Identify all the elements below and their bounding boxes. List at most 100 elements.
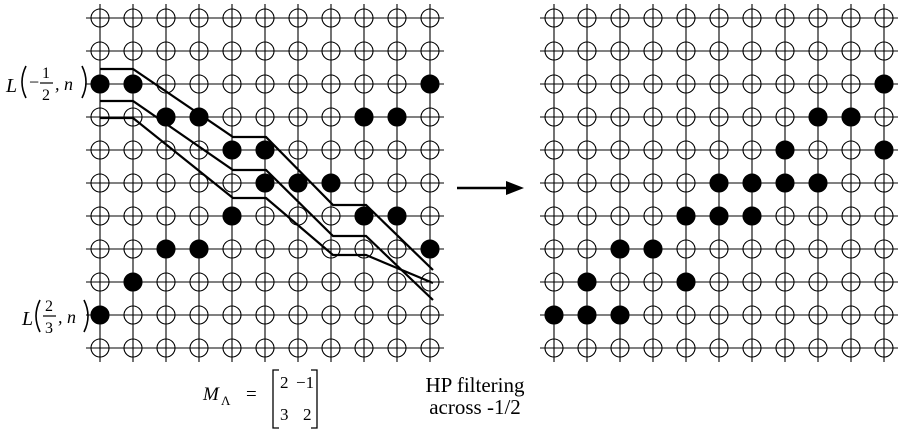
right-open-node bbox=[709, 74, 729, 94]
left-filled-node bbox=[156, 239, 176, 259]
left-open-node bbox=[255, 272, 275, 292]
right-open-node bbox=[775, 272, 795, 292]
left-open-node bbox=[255, 338, 275, 358]
right-open-node bbox=[643, 41, 663, 61]
left-open-node bbox=[420, 206, 440, 226]
left-open-node bbox=[288, 41, 308, 61]
right-lattice bbox=[540, 4, 898, 362]
svg-text:2: 2 bbox=[280, 373, 289, 392]
right-open-node bbox=[742, 74, 762, 94]
left-filled-node bbox=[288, 173, 308, 193]
left-open-node bbox=[156, 338, 176, 358]
right-open-node bbox=[874, 8, 894, 28]
right-open-node bbox=[544, 206, 564, 226]
svg-text:3: 3 bbox=[280, 405, 289, 424]
right-open-node bbox=[643, 74, 663, 94]
right-open-node bbox=[742, 107, 762, 127]
left-open-node bbox=[354, 41, 374, 61]
left-filled-node bbox=[321, 173, 341, 193]
left-filled-node bbox=[123, 272, 143, 292]
right-open-node bbox=[610, 338, 630, 358]
right-open-node bbox=[709, 140, 729, 160]
zigzag-line bbox=[100, 67, 434, 271]
right-open-node bbox=[709, 41, 729, 61]
left-open-node bbox=[255, 206, 275, 226]
right-open-node bbox=[577, 107, 597, 127]
left-open-node bbox=[420, 272, 440, 292]
right-open-node bbox=[742, 140, 762, 160]
left-open-node bbox=[90, 41, 110, 61]
left-open-node bbox=[420, 107, 440, 127]
right-open-node bbox=[742, 239, 762, 259]
right-filled-node bbox=[808, 107, 828, 127]
left-open-node bbox=[354, 173, 374, 193]
left-open-node bbox=[222, 305, 242, 325]
right-open-node bbox=[544, 173, 564, 193]
left-open-node bbox=[321, 41, 341, 61]
right-open-node bbox=[577, 41, 597, 61]
right-open-node bbox=[775, 206, 795, 226]
left-open-node bbox=[156, 173, 176, 193]
left-filled-node bbox=[255, 140, 275, 160]
right-filled-node bbox=[610, 305, 630, 325]
right-open-node bbox=[610, 173, 630, 193]
left-open-node bbox=[90, 140, 110, 160]
right-open-node bbox=[742, 8, 762, 28]
left-open-node bbox=[387, 41, 407, 61]
left-open-node bbox=[288, 338, 308, 358]
matrix-m-lambda: M Λ = 2 −1 3 2 bbox=[202, 369, 318, 429]
svg-text:Λ: Λ bbox=[221, 393, 231, 408]
left-open-node bbox=[354, 338, 374, 358]
left-open-node bbox=[288, 305, 308, 325]
svg-text:L: L bbox=[21, 308, 33, 330]
right-open-node bbox=[544, 239, 564, 259]
left-open-node bbox=[255, 107, 275, 127]
left-open-node bbox=[123, 41, 143, 61]
right-open-node bbox=[544, 41, 564, 61]
svg-text:HP filtering: HP filtering bbox=[426, 373, 525, 397]
left-open-node bbox=[420, 338, 440, 358]
left-open-node bbox=[354, 305, 374, 325]
zigzag-line bbox=[100, 99, 434, 301]
right-open-node bbox=[610, 74, 630, 94]
left-open-node bbox=[222, 107, 242, 127]
left-open-node bbox=[189, 206, 209, 226]
left-open-node bbox=[354, 8, 374, 28]
left-open-node bbox=[420, 173, 440, 193]
left-open-node bbox=[321, 107, 341, 127]
left-filled-node bbox=[354, 206, 374, 226]
left-open-node bbox=[90, 239, 110, 259]
right-open-node bbox=[676, 140, 696, 160]
right-filled-node bbox=[874, 74, 894, 94]
left-open-node bbox=[123, 239, 143, 259]
right-open-node bbox=[808, 206, 828, 226]
right-open-node bbox=[610, 140, 630, 160]
right-open-node bbox=[808, 41, 828, 61]
left-open-node bbox=[255, 8, 275, 28]
right-open-node bbox=[808, 305, 828, 325]
label-bottom-line: L 2 3 , n bbox=[21, 298, 89, 337]
right-open-node bbox=[841, 173, 861, 193]
right-filled-node bbox=[709, 173, 729, 193]
right-open-node bbox=[808, 272, 828, 292]
right-open-node bbox=[544, 338, 564, 358]
left-open-node bbox=[156, 140, 176, 160]
right-open-node bbox=[544, 107, 564, 127]
right-open-node bbox=[874, 206, 894, 226]
left-filled-node bbox=[222, 140, 242, 160]
left-open-node bbox=[420, 41, 440, 61]
right-filled-node bbox=[874, 140, 894, 160]
left-open-node bbox=[354, 272, 374, 292]
right-open-node bbox=[742, 272, 762, 292]
left-open-node bbox=[255, 74, 275, 94]
right-open-node bbox=[808, 8, 828, 28]
right-open-node bbox=[544, 140, 564, 160]
left-open-node bbox=[123, 305, 143, 325]
right-open-node bbox=[709, 8, 729, 28]
left-open-node bbox=[123, 140, 143, 160]
left-open-node bbox=[354, 140, 374, 160]
left-open-node bbox=[387, 173, 407, 193]
right-filled-node bbox=[577, 272, 597, 292]
right-open-node bbox=[742, 41, 762, 61]
right-open-node bbox=[709, 338, 729, 358]
